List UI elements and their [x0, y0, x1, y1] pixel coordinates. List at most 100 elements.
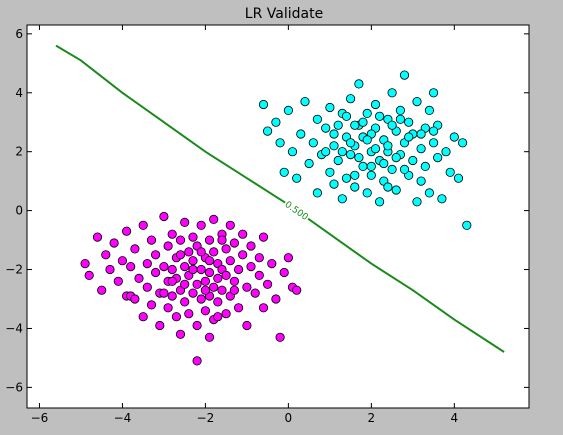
data-point: [159, 211, 169, 222]
data-point: [362, 188, 372, 198]
x-tick-label: −4: [114, 411, 132, 425]
data-point: [192, 279, 202, 289]
data-point: [345, 150, 356, 160]
y-tick-label: 0: [15, 204, 23, 218]
data-point: [175, 329, 186, 339]
data-point: [258, 232, 269, 242]
data-point: [433, 153, 443, 163]
y-tick-label: 6: [15, 27, 23, 41]
data-point: [287, 147, 298, 157]
data-point: [453, 173, 464, 183]
data-point: [325, 102, 335, 113]
data-point: [242, 282, 252, 292]
data-point: [163, 303, 173, 313]
data-point: [387, 120, 397, 130]
data-point: [225, 220, 235, 230]
data-point: [188, 264, 198, 275]
y-tick-label: −6: [5, 380, 23, 394]
data-point: [101, 250, 111, 260]
data-point: [416, 144, 426, 154]
data-point: [221, 244, 231, 254]
x-tick-label: 4: [451, 411, 459, 425]
data-point: [200, 276, 210, 286]
data-point: [399, 164, 410, 174]
data-point: [146, 235, 157, 245]
data-point: [300, 97, 310, 107]
data-point: [138, 220, 148, 230]
data-point: [383, 182, 393, 192]
data-point: [391, 185, 401, 195]
data-point: [329, 179, 339, 189]
data-point: [404, 117, 414, 127]
data-point: [370, 144, 381, 154]
data-point: [97, 285, 107, 295]
data-point: [321, 147, 331, 157]
data-point: [308, 138, 318, 148]
data-point: [350, 120, 360, 130]
data-point: [387, 164, 397, 174]
data-point: [325, 167, 335, 177]
data-point: [354, 79, 364, 89]
data-point: [151, 267, 161, 278]
data-point: [399, 70, 410, 80]
data-point: [283, 105, 293, 116]
y-tick-label: −4: [5, 321, 23, 335]
data-point: [105, 264, 115, 275]
data-point: [449, 132, 459, 142]
data-point: [329, 141, 339, 151]
data-point: [188, 288, 198, 298]
data-point: [184, 247, 194, 257]
data-point: [321, 123, 331, 133]
data-point: [345, 138, 356, 148]
data-point: [267, 258, 277, 269]
data-point: [130, 244, 140, 254]
data-point: [374, 197, 385, 207]
data-point: [395, 114, 405, 124]
data-point: [175, 250, 186, 260]
data-point: [246, 241, 256, 251]
data-point: [167, 291, 177, 301]
data-point: [350, 170, 360, 180]
data-point: [370, 99, 381, 110]
data-point: [180, 297, 190, 307]
data-point: [279, 167, 289, 177]
x-tick-label: 2: [368, 411, 376, 425]
data-point: [262, 126, 273, 136]
data-point: [379, 158, 389, 169]
data-point: [275, 332, 285, 342]
data-point: [271, 294, 281, 304]
data-point: [250, 288, 260, 298]
data-point: [217, 285, 227, 295]
data-point: [180, 261, 190, 272]
data-point: [163, 241, 173, 251]
data-point: [416, 129, 426, 139]
data-point: [404, 132, 414, 142]
plot-frame: [26, 24, 530, 409]
x-tick-label: −2: [197, 411, 215, 425]
chart-title: LR Validate: [245, 6, 323, 22]
data-point: [221, 270, 231, 280]
data-point: [242, 320, 252, 331]
data-point: [362, 108, 372, 119]
data-point: [358, 161, 368, 171]
data-point: [329, 129, 339, 139]
data-point: [80, 258, 90, 269]
data-point: [142, 258, 152, 269]
data-point: [167, 264, 177, 275]
data-point: [350, 182, 360, 192]
data-point: [254, 253, 264, 263]
data-point: [333, 120, 343, 130]
data-point: [229, 238, 239, 248]
data-point: [196, 220, 206, 230]
data-point: [333, 155, 343, 166]
data-point: [217, 235, 227, 245]
data-point: [213, 297, 223, 307]
data-point: [412, 197, 422, 207]
data-point: [428, 88, 439, 98]
data-point: [279, 267, 289, 278]
data-point: [354, 153, 364, 163]
data-point: [246, 261, 256, 272]
data-point: [296, 129, 306, 139]
data-point: [312, 114, 322, 124]
